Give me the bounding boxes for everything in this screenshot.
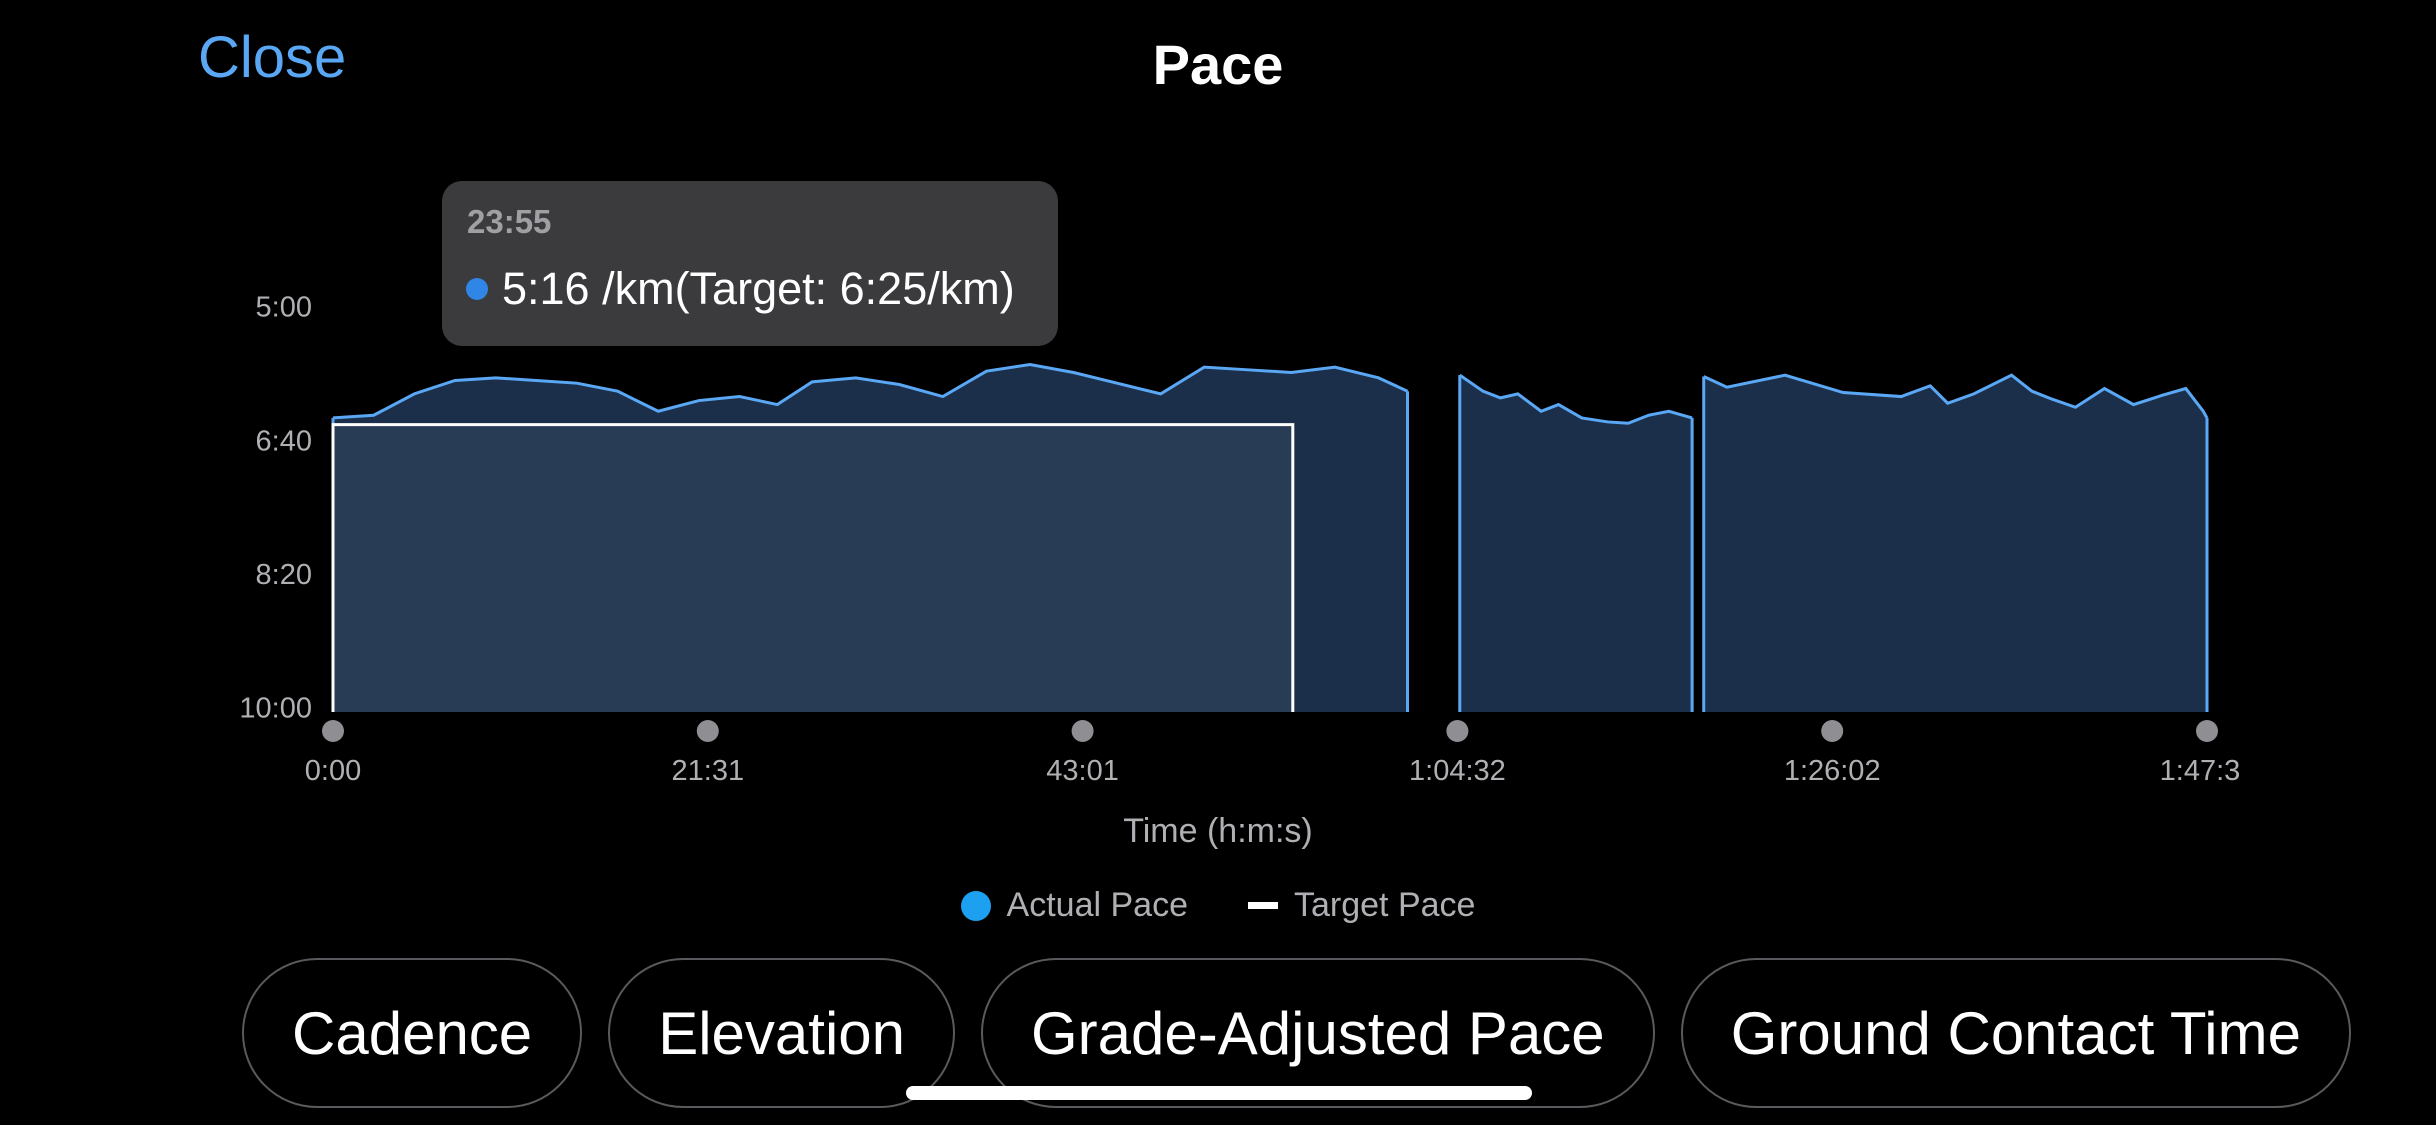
- x-axis-handle-icon[interactable]: [1821, 720, 1844, 742]
- x-axis-handle-icon[interactable]: [322, 720, 344, 742]
- page-title: Pace: [1152, 33, 1284, 96]
- x-axis-handle-icon[interactable]: [696, 720, 719, 742]
- x-axis-handle-icon[interactable]: [1071, 720, 1094, 742]
- x-tick-label: 1:04:32: [1409, 755, 1506, 787]
- tab-elevation[interactable]: Elevation: [608, 958, 956, 1108]
- target-pace-area: [333, 424, 1293, 712]
- x-tick-label: 0:00: [305, 755, 361, 787]
- legend-item-actual[interactable]: Actual Pace: [960, 886, 1188, 925]
- y-tick-label: 6:40: [256, 425, 312, 457]
- x-tick-label: 1:26:02: [1784, 755, 1881, 787]
- legend-label-actual: Actual Pace: [1006, 886, 1188, 924]
- close-button[interactable]: Close: [198, 25, 347, 90]
- metric-tabs: Cadence Elevation Grade-Adjusted Pace Gr…: [242, 958, 2377, 1108]
- tab-grade-adjusted-pace[interactable]: Grade-Adjusted Pace: [981, 958, 1655, 1108]
- home-indicator: [906, 1086, 1532, 1100]
- actual-pace-area-2: [1703, 375, 2207, 712]
- legend-item-target[interactable]: Target Pace: [1248, 886, 1475, 925]
- y-tick-label: 8:20: [256, 559, 312, 591]
- tooltip-value: 5:16 /km(Target: 6:25/km): [502, 263, 1015, 314]
- legend-label-target: Target Pace: [1294, 886, 1476, 924]
- y-tick-label: 10:00: [239, 693, 312, 725]
- x-axis-title: Time (h:m:s): [1123, 812, 1313, 850]
- target-pace-line: [331, 423, 1295, 712]
- actual-pace-line-2: [1703, 373, 2209, 419]
- tab-cadence[interactable]: Cadence: [242, 958, 583, 1108]
- tab-ground-contact-time[interactable]: Ground Contact Time: [1680, 958, 2351, 1108]
- actual-pace-line-1: [1458, 373, 1693, 425]
- x-axis-handle-icon[interactable]: [1446, 720, 1469, 742]
- y-tick-label: 5:00: [256, 292, 312, 324]
- tooltip-time: 23:55: [467, 203, 552, 240]
- actual-pace-area-1: [1459, 375, 1693, 712]
- x-axis-handle-icon[interactable]: [2196, 720, 2218, 742]
- chart-tooltip: 23:55 5:16 /km(Target: 6:25/km): [442, 181, 1058, 346]
- legend-line-icon: [1248, 902, 1278, 909]
- actual-pace-line-0: [332, 362, 1409, 420]
- chart-legend: Actual Pace Target Pace: [0, 886, 2436, 925]
- x-tick-label: 1:47:3: [2160, 755, 2241, 787]
- series-dot-icon: [466, 278, 488, 300]
- x-tick-label: 43:01: [1046, 755, 1119, 787]
- legend-dot-icon: [960, 890, 991, 921]
- x-tick-label: 21:31: [672, 755, 745, 787]
